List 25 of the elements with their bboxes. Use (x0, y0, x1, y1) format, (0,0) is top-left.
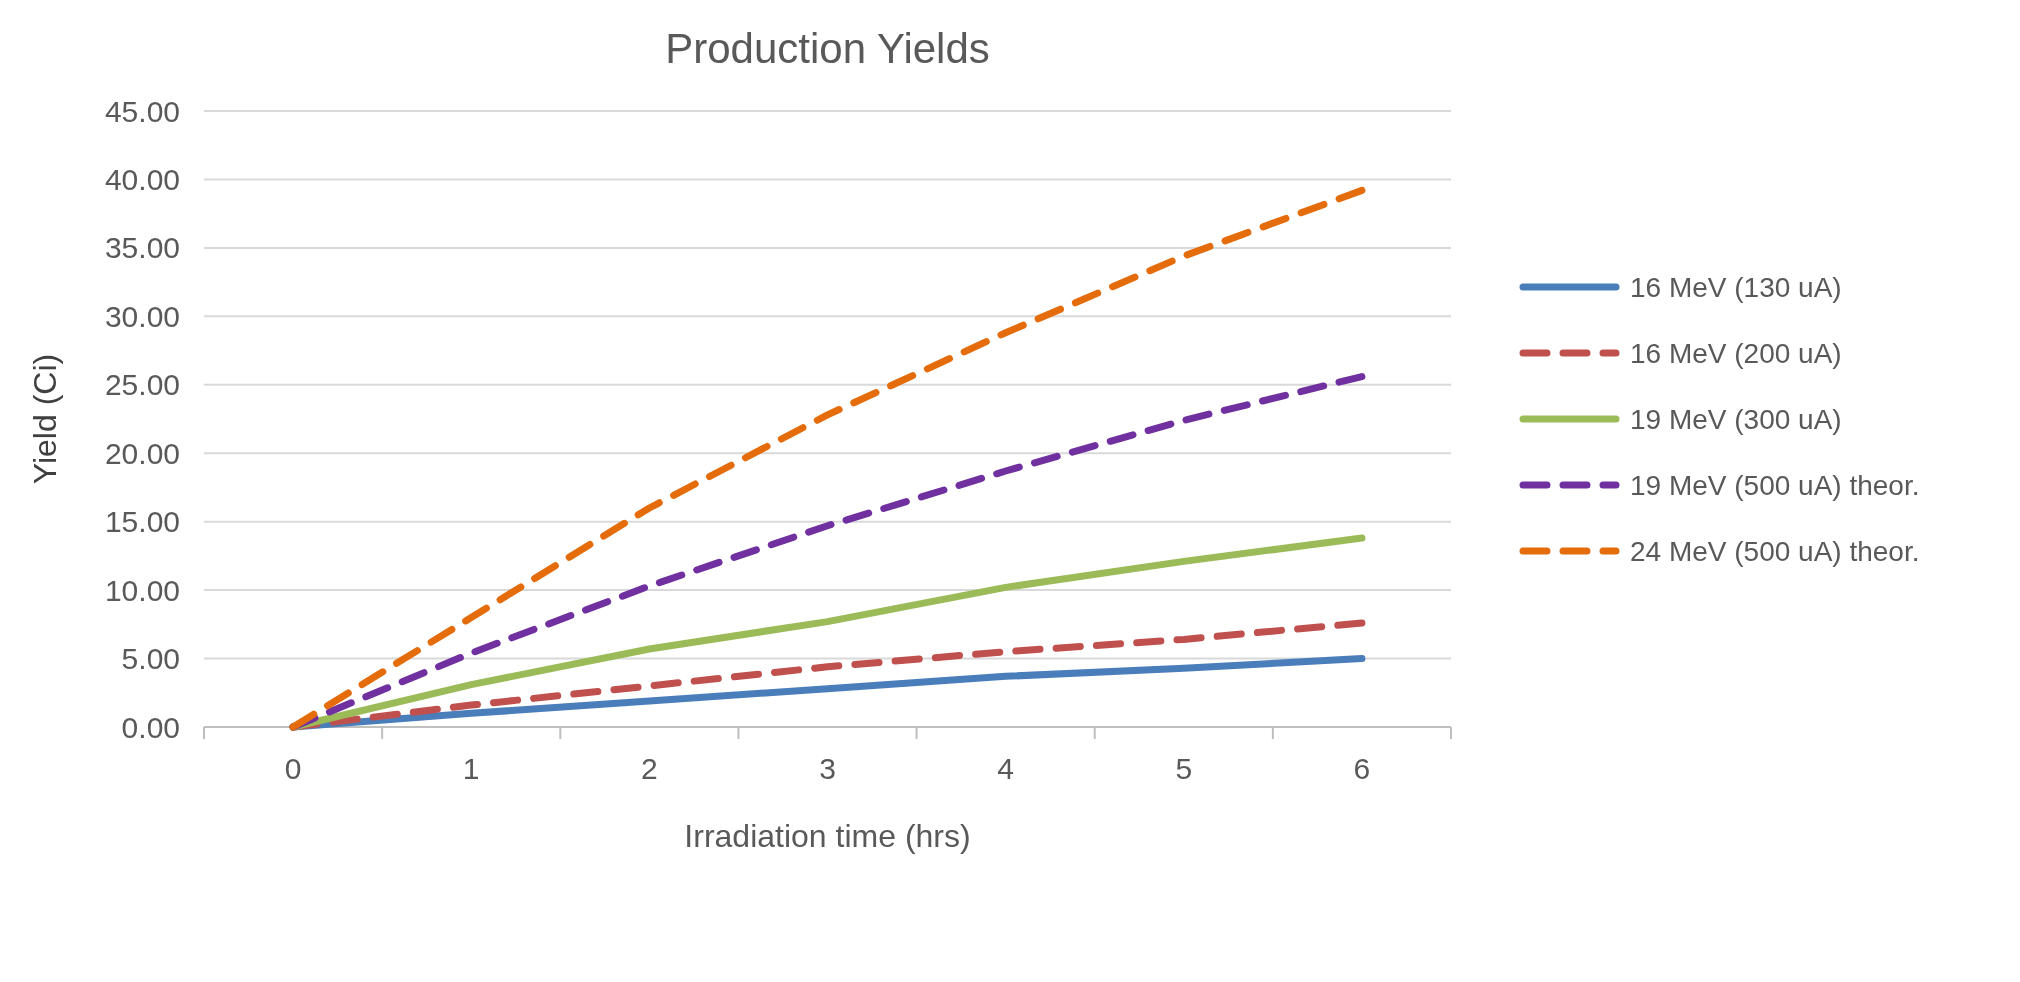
legend-label: 19 MeV (300 uA) (1630, 403, 1842, 435)
x-tick-label: 4 (997, 752, 1014, 785)
y-tick-label: 40.00 (104, 162, 180, 196)
x-tick-label: 5 (1175, 752, 1193, 785)
y-tick-label: 10.00 (104, 573, 180, 607)
x-tick-label: 1 (462, 752, 480, 785)
y-tick-label: 20.00 (104, 436, 180, 470)
y-tick-label: 15.00 (104, 505, 180, 539)
chart-title: Production Yields (665, 25, 990, 72)
x-axis-title: Irradiation time (hrs) (684, 818, 971, 854)
y-tick-label: 30.00 (104, 299, 180, 333)
x-tick-label: 2 (641, 752, 658, 785)
y-tick-label: 45.00 (104, 94, 180, 128)
y-tick-label: 25.00 (104, 368, 180, 402)
x-tick-label: 6 (1353, 752, 1371, 785)
x-tick-label: 0 (284, 752, 302, 785)
x-tick-label: 3 (819, 752, 836, 785)
y-tick-label: 35.00 (104, 231, 180, 265)
y-axis-title: Yield (Ci) (27, 353, 63, 485)
y-tick-label: 0.00 (121, 710, 180, 744)
legend-label: 16 MeV (130 uA) (1630, 271, 1842, 303)
legend-label: 24 MeV (500 uA) theor. (1630, 535, 1920, 567)
y-tick-label: 5.00 (121, 642, 180, 676)
legend-label: 16 MeV (200 uA) (1630, 337, 1842, 369)
legend-label: 19 MeV (500 uA) theor. (1630, 469, 1920, 501)
